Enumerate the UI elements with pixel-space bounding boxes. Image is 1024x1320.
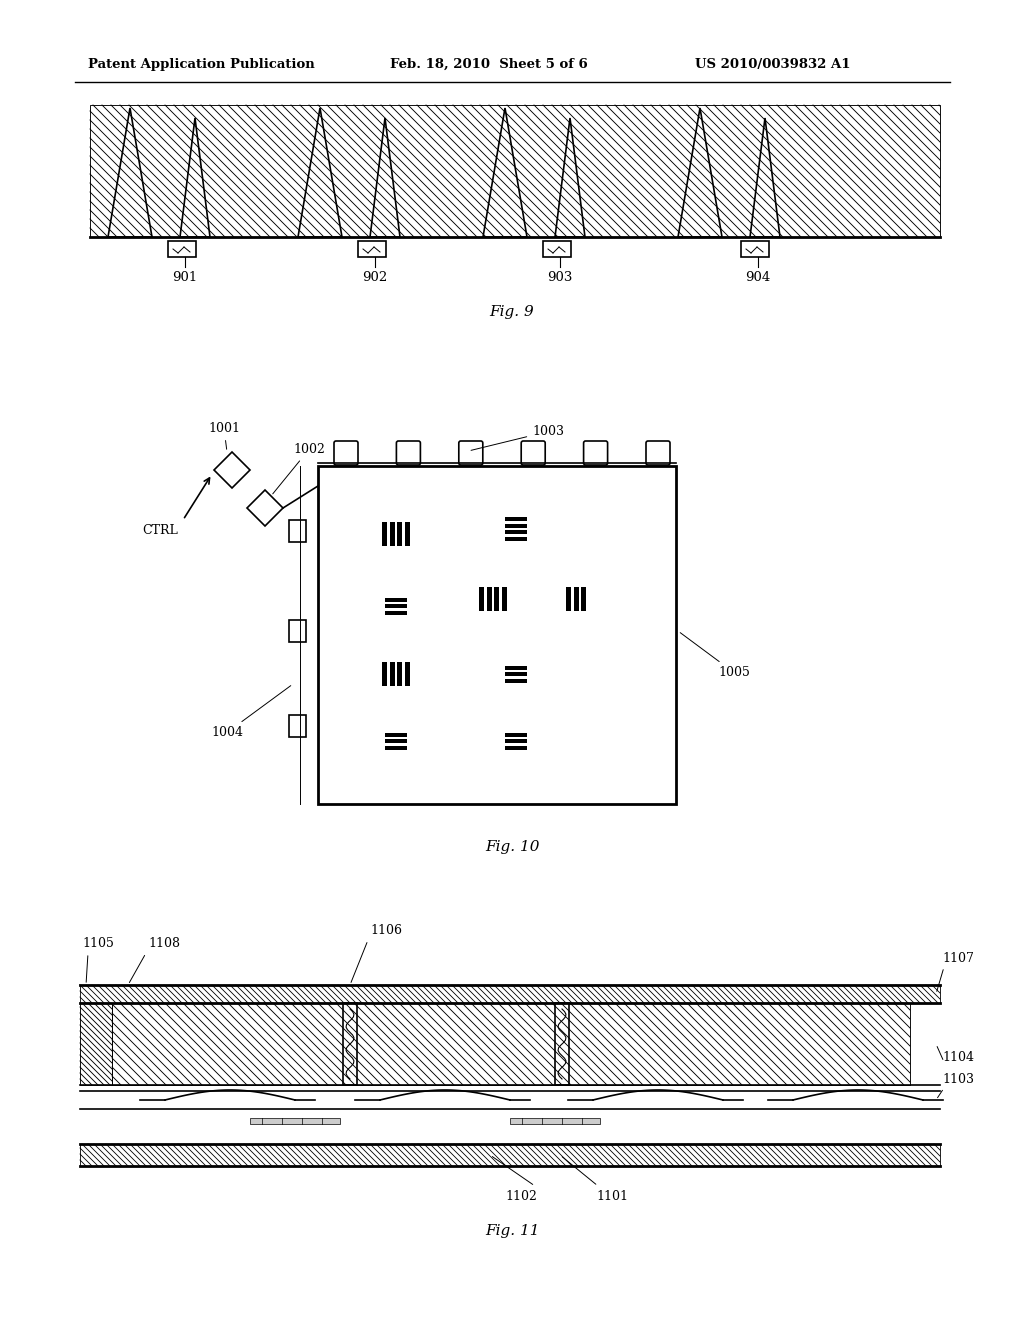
Bar bbox=[112, 1003, 910, 1085]
Bar bbox=[90, 106, 940, 238]
Bar bbox=[382, 521, 387, 546]
Bar bbox=[573, 587, 579, 611]
Text: Patent Application Publication: Patent Application Publication bbox=[88, 58, 314, 71]
Bar bbox=[80, 985, 940, 1003]
Bar bbox=[486, 587, 492, 611]
FancyBboxPatch shape bbox=[584, 441, 607, 465]
Bar bbox=[479, 587, 484, 611]
Text: 1103: 1103 bbox=[942, 1073, 974, 1086]
Bar bbox=[250, 1118, 340, 1125]
Bar bbox=[404, 663, 410, 686]
Polygon shape bbox=[247, 490, 283, 525]
Bar bbox=[289, 620, 306, 642]
Text: 903: 903 bbox=[547, 271, 572, 284]
Bar bbox=[505, 739, 527, 743]
Bar bbox=[385, 598, 407, 602]
Bar bbox=[318, 466, 676, 804]
Bar bbox=[404, 521, 410, 546]
Bar bbox=[343, 1003, 357, 1085]
Bar bbox=[555, 1003, 569, 1085]
Bar bbox=[168, 242, 196, 257]
Bar bbox=[385, 739, 407, 743]
FancyBboxPatch shape bbox=[459, 441, 482, 465]
Bar bbox=[505, 531, 527, 535]
Text: 1001: 1001 bbox=[208, 422, 240, 449]
Text: 904: 904 bbox=[745, 271, 771, 284]
FancyBboxPatch shape bbox=[521, 441, 545, 465]
Bar bbox=[505, 537, 527, 541]
Bar bbox=[385, 610, 407, 615]
Text: 1005: 1005 bbox=[680, 632, 750, 678]
Bar bbox=[505, 672, 527, 676]
Text: Feb. 18, 2010  Sheet 5 of 6: Feb. 18, 2010 Sheet 5 of 6 bbox=[390, 58, 588, 71]
Text: 1101: 1101 bbox=[596, 1191, 628, 1203]
Bar bbox=[502, 587, 507, 611]
Text: 902: 902 bbox=[362, 271, 388, 284]
Bar bbox=[505, 524, 527, 528]
Bar bbox=[505, 665, 527, 669]
Bar bbox=[505, 517, 527, 521]
Bar bbox=[397, 521, 402, 546]
Text: Fig. 9: Fig. 9 bbox=[489, 305, 535, 319]
Text: 1106: 1106 bbox=[370, 924, 402, 937]
Text: CTRL: CTRL bbox=[142, 524, 178, 537]
Bar bbox=[397, 663, 402, 686]
Text: 901: 901 bbox=[172, 271, 198, 284]
Text: 1004: 1004 bbox=[211, 685, 291, 739]
Text: 1102: 1102 bbox=[505, 1191, 537, 1203]
Bar bbox=[505, 678, 527, 682]
Bar bbox=[505, 746, 527, 750]
Bar bbox=[385, 733, 407, 737]
FancyBboxPatch shape bbox=[646, 441, 670, 465]
Bar bbox=[390, 521, 394, 546]
Text: 1105: 1105 bbox=[82, 937, 114, 950]
FancyBboxPatch shape bbox=[396, 441, 421, 465]
Text: 1108: 1108 bbox=[148, 937, 180, 950]
Bar bbox=[382, 663, 387, 686]
Bar bbox=[390, 663, 394, 686]
Bar bbox=[385, 605, 407, 609]
Text: US 2010/0039832 A1: US 2010/0039832 A1 bbox=[695, 58, 851, 71]
Text: Fig. 11: Fig. 11 bbox=[484, 1224, 540, 1238]
Bar bbox=[385, 746, 407, 750]
Bar bbox=[289, 520, 306, 543]
Bar bbox=[80, 1144, 940, 1166]
Polygon shape bbox=[214, 451, 250, 488]
Text: 1104: 1104 bbox=[942, 1051, 974, 1064]
Bar bbox=[495, 587, 500, 611]
Bar bbox=[543, 242, 571, 257]
Text: 1003: 1003 bbox=[471, 425, 564, 450]
Bar bbox=[80, 1003, 112, 1085]
FancyBboxPatch shape bbox=[334, 441, 358, 465]
Bar bbox=[566, 587, 571, 611]
Bar bbox=[741, 242, 769, 257]
Bar bbox=[358, 242, 386, 257]
Text: 1107: 1107 bbox=[942, 952, 974, 965]
Text: 1002: 1002 bbox=[272, 444, 325, 494]
Bar bbox=[289, 715, 306, 737]
Bar bbox=[505, 733, 527, 737]
Bar bbox=[510, 1118, 600, 1125]
Text: Fig. 10: Fig. 10 bbox=[484, 840, 540, 854]
Bar bbox=[581, 587, 586, 611]
